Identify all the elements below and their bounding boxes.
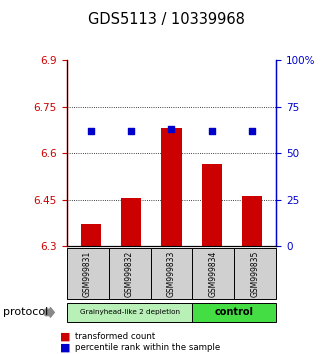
Text: ■: ■ [60,343,71,353]
Text: GSM999831: GSM999831 [83,250,92,297]
Text: GSM999832: GSM999832 [125,250,134,297]
Bar [81,224,101,246]
Point [129,128,134,133]
Text: ■: ■ [60,331,71,341]
Text: GSM999835: GSM999835 [251,250,260,297]
Point [169,126,174,132]
Text: protocol: protocol [3,307,49,318]
Text: GSM999834: GSM999834 [209,250,218,297]
Bar [121,198,141,246]
Text: control: control [215,307,254,318]
Point [249,128,255,133]
Text: Grainyhead-like 2 depletion: Grainyhead-like 2 depletion [80,309,179,315]
Bar [162,129,181,246]
Text: transformed count: transformed count [75,332,155,341]
Point [209,128,214,133]
Text: percentile rank within the sample: percentile rank within the sample [75,343,220,352]
Text: GDS5113 / 10339968: GDS5113 / 10339968 [88,12,245,27]
Bar [242,196,262,246]
Point [88,128,94,133]
Bar [202,164,222,246]
Text: GSM999833: GSM999833 [167,250,176,297]
